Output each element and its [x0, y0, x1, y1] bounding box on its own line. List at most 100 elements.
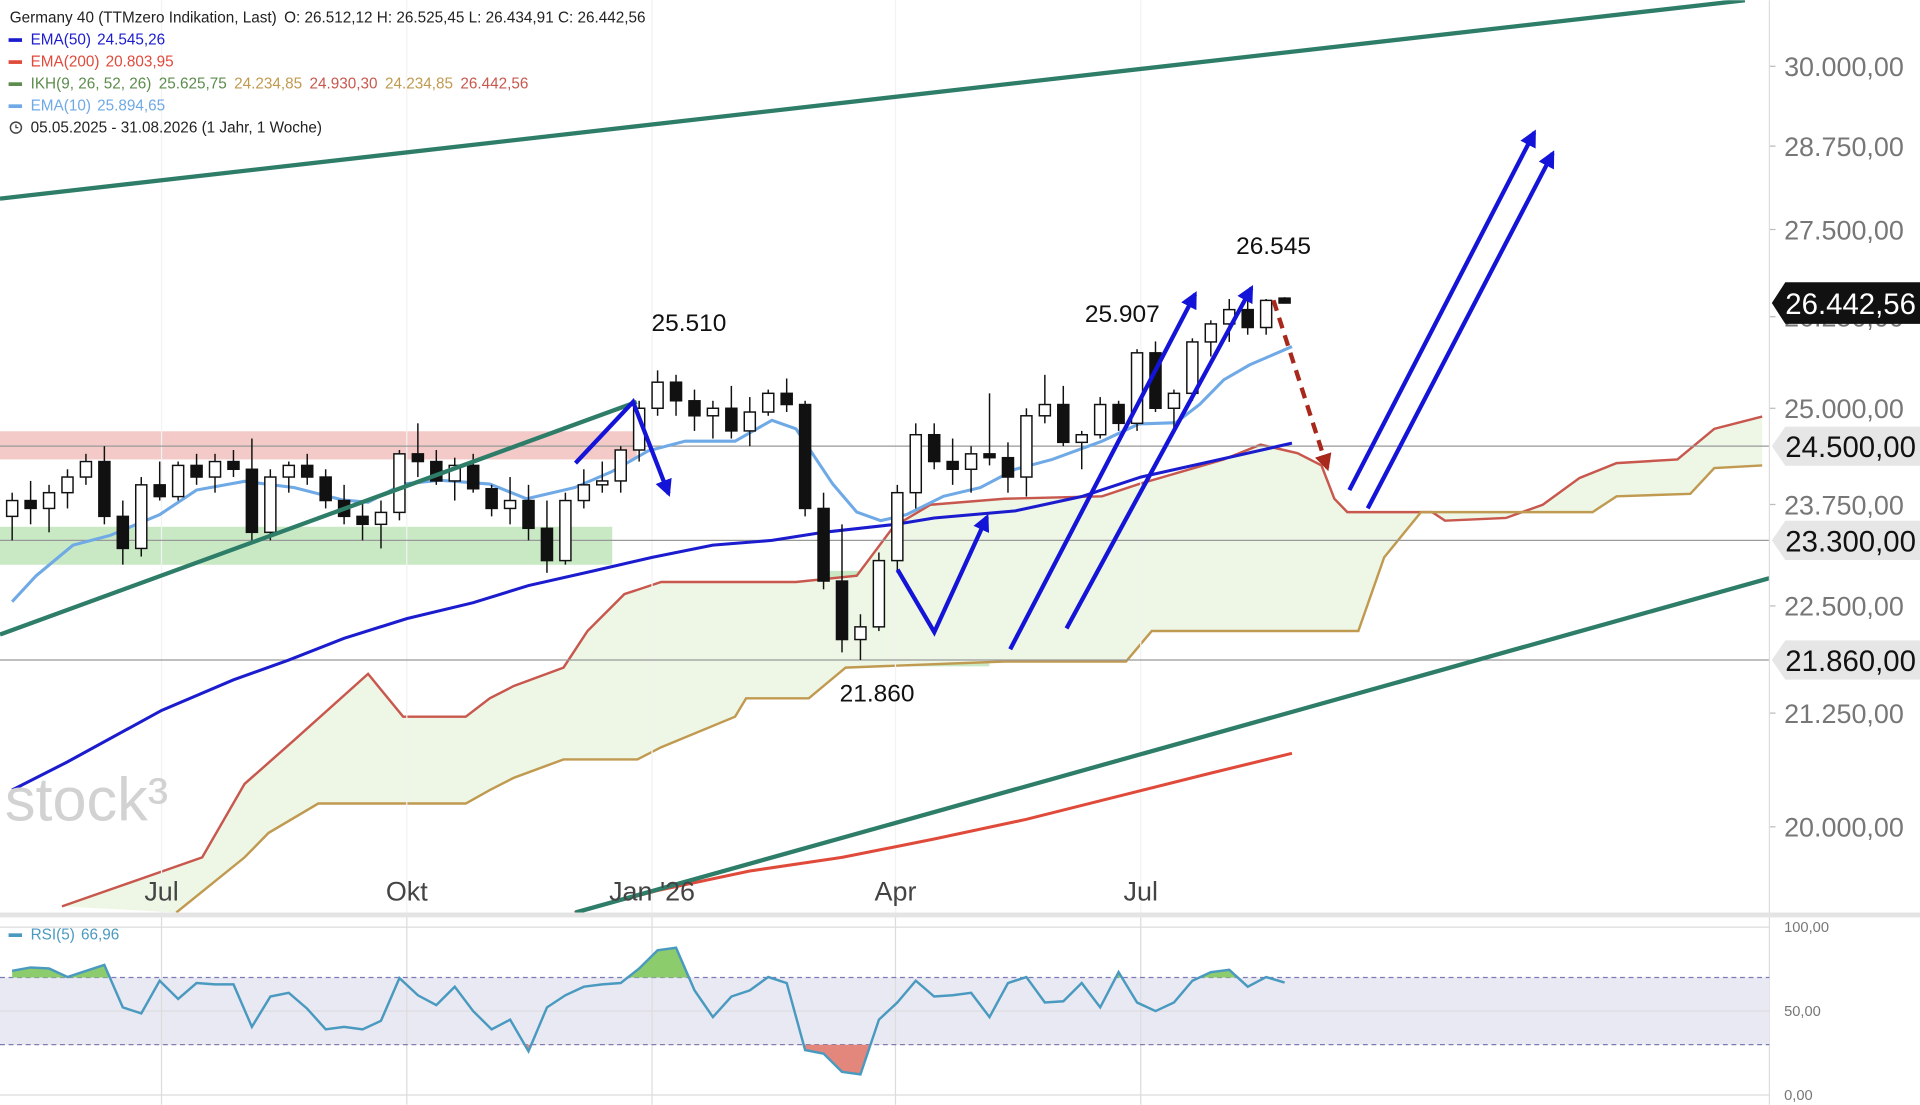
candle-body — [983, 453, 996, 459]
candle-body — [522, 499, 535, 530]
legend-value: 24.234,85 — [234, 75, 302, 92]
legend-swatch — [8, 104, 23, 109]
candle-body — [1130, 352, 1144, 425]
candle-body — [946, 460, 959, 471]
x-tick-label: Okt — [386, 876, 428, 906]
candle-body — [872, 559, 886, 628]
candle-body — [669, 381, 683, 402]
drawings — [0, 0, 1770, 913]
candle-body — [79, 460, 93, 478]
legend: Germany 40 (TTMzero Indikation, Last) O: … — [8, 9, 646, 137]
legend-value: 20.803,95 — [106, 53, 174, 70]
legend-name: IKH(9, 26, 52, 26) — [31, 75, 152, 92]
legend-value: 25.625,75 — [159, 75, 227, 92]
labels: 20.000,00 21.250,00 22.500,00 23.750,00 25.0… — [144, 52, 1920, 906]
resistance-zone — [0, 431, 637, 460]
panel-divider — [0, 912, 1920, 918]
candle-body — [780, 392, 793, 406]
level-tag-label: 24.500,00 — [1785, 431, 1916, 464]
candle-body — [208, 460, 222, 478]
legend-swatch — [8, 82, 23, 86]
candle-body — [282, 464, 296, 478]
candle-body — [393, 453, 406, 514]
span-b-line — [175, 464, 1763, 913]
y-tick-label: 25.000,00 — [1784, 394, 1904, 424]
legend-value: 24.545,26 — [97, 31, 165, 48]
candle-body — [448, 464, 462, 482]
channel-line — [574, 576, 1770, 913]
candle-body — [761, 392, 775, 413]
candle-body — [264, 476, 277, 534]
candle-body — [964, 453, 978, 471]
annotation: 21.860 — [840, 681, 915, 708]
last-price-tag — [1771, 282, 1920, 324]
legend-value: 26.442,56 — [460, 75, 528, 92]
y-tick-label: 28.750,00 — [1784, 132, 1904, 162]
candle-body — [1075, 433, 1088, 444]
candle-body — [374, 511, 388, 526]
ema-line — [10, 345, 1293, 603]
candle-body — [688, 400, 701, 417]
arrow — [1008, 291, 1198, 651]
ohlc: O: 26.512,12 H: 26.525,45 L: 26.434,91 C… — [284, 9, 645, 26]
arrow — [573, 397, 672, 497]
y-tick-label: 23.750,00 — [1784, 490, 1904, 520]
candles — [5, 295, 1291, 661]
candle-body — [98, 460, 111, 518]
candle-body — [1001, 456, 1015, 478]
level-tag — [1771, 426, 1920, 466]
candle-body — [153, 484, 166, 498]
candle-body — [596, 480, 609, 486]
legend-entry: EMA(50) 24.545,26 — [31, 31, 166, 48]
watermark: stock³ — [5, 766, 168, 834]
channel-line — [0, 0, 1746, 201]
x-tick-label: Jan '26 — [609, 876, 695, 906]
legend-swatch — [8, 60, 23, 64]
candle-body — [466, 464, 480, 490]
level-tag — [1771, 520, 1920, 560]
candle-body — [854, 626, 867, 641]
rsi-legend: RSI(5) 66,96 — [31, 926, 120, 943]
legend-title: Germany 40 (TTMzero Indikation, Last) O: … — [10, 9, 646, 26]
candle-body — [245, 468, 259, 534]
level-tag — [1771, 640, 1920, 680]
candle-body — [42, 491, 56, 510]
candle-body — [319, 476, 332, 502]
candle-body — [227, 460, 240, 471]
candle-body — [817, 507, 830, 582]
legend-value: 24.930,30 — [310, 75, 378, 92]
arrow — [1347, 129, 1537, 492]
candle-body — [798, 403, 812, 510]
candle-body — [577, 484, 591, 502]
legend-entry: EMA(200) 20.803,95 — [31, 53, 174, 70]
candle-body — [1167, 392, 1181, 410]
legend-value: 24.234,85 — [385, 75, 453, 92]
legend-value: 66,96 — [81, 926, 119, 943]
y-tick-label: 22.500,00 — [1784, 592, 1904, 622]
title: Germany 40 (TTMzero Indikation, Last) — [10, 9, 277, 26]
last-price-label: 26.442,56 — [1785, 288, 1916, 321]
y-tick-label: 20.000,00 — [1784, 813, 1904, 843]
candle-body — [909, 433, 923, 494]
candle-body — [1259, 299, 1273, 329]
legend-swatch — [8, 933, 23, 937]
candle-body — [891, 491, 904, 562]
levels — [0, 0, 1770, 913]
x-tick-label: Jul — [1124, 876, 1158, 906]
candle-body — [116, 515, 130, 550]
candle-body — [485, 488, 498, 510]
clock-icon — [9, 121, 23, 134]
main-panel: stock³ — [0, 0, 1770, 913]
candle-body — [24, 499, 37, 510]
candle-body — [503, 499, 517, 510]
legend-entry: EMA(10) 25.894,65 — [31, 97, 166, 114]
candle-body — [1057, 403, 1070, 444]
candle-body — [171, 464, 185, 498]
y-tick-label: 30.000,00 — [1784, 52, 1904, 82]
rsi-line — [11, 946, 1285, 1076]
candle-body — [1112, 403, 1125, 425]
rsi-overbought-fill — [12, 947, 1285, 978]
channel-line — [0, 399, 638, 637]
annotation: 25.907 — [1085, 301, 1160, 328]
